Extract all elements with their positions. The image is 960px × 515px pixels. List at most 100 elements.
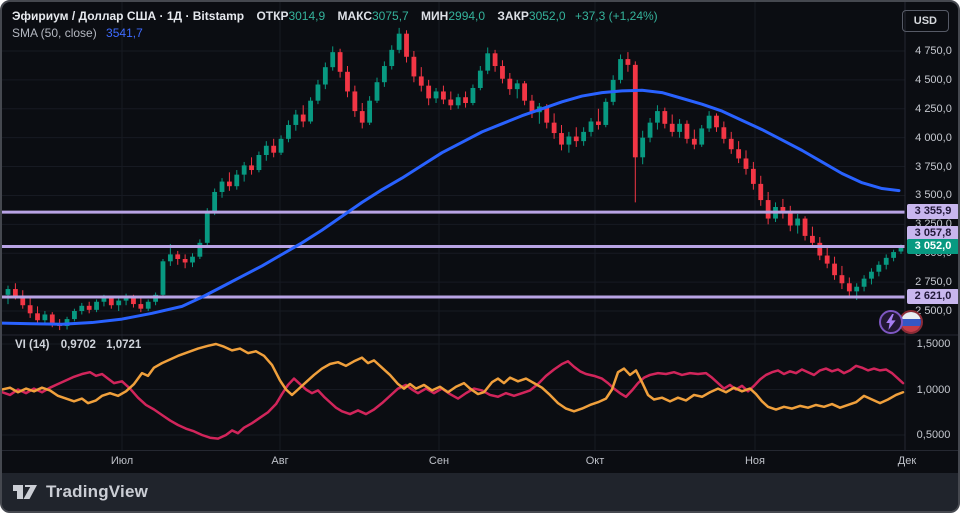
sma-label[interactable]: SMA (50, close): [12, 26, 97, 40]
vi-tick-label: 1,0000: [916, 383, 951, 396]
candle-body: [566, 136, 572, 145]
quick-action-icons: [879, 310, 927, 336]
candle-body: [212, 191, 218, 213]
candle-body: [625, 59, 631, 65]
level-price-label[interactable]: 2 621,0: [907, 289, 958, 305]
candle-body: [581, 131, 587, 142]
candle-body: [846, 283, 852, 292]
symbol-title[interactable]: Эфириум / Доллар США · 1Д · Bitstamp: [12, 9, 245, 23]
candle-body: [271, 145, 277, 153]
candle-body: [5, 289, 11, 295]
candle-body: [470, 87, 476, 103]
candle-body: [662, 111, 668, 124]
level-price-label[interactable]: 3 355,9: [907, 204, 958, 220]
bottom-brand-bar: TradingView: [2, 473, 958, 511]
candle-body: [374, 82, 380, 101]
candle-body: [300, 114, 306, 122]
candle-body: [824, 255, 830, 264]
candle-body: [204, 212, 210, 243]
candle-body: [817, 242, 823, 256]
lightning-icon[interactable]: [879, 310, 903, 334]
candle-body: [758, 183, 764, 201]
candle-body: [197, 242, 203, 257]
candle-body: [551, 122, 557, 134]
price-tick-label: 4 000,0: [915, 131, 952, 144]
candle-body: [94, 301, 99, 310]
candle-body: [411, 56, 417, 77]
candle-body: [448, 99, 454, 106]
time-tick-label: Июл: [110, 455, 134, 467]
tradingview-brand-text[interactable]: TradingView: [46, 482, 149, 501]
candle-body: [322, 67, 328, 85]
candle-body: [20, 295, 26, 306]
price-tick-label: 4 500,0: [915, 73, 952, 86]
candle-body: [418, 76, 424, 86]
candle-body: [736, 149, 742, 159]
candle-body: [810, 235, 815, 243]
candle-body: [219, 181, 225, 192]
lightning-bolt-glyph: [886, 314, 896, 330]
candle-body: [315, 84, 321, 101]
candle-body: [883, 257, 889, 265]
candle-body: [352, 91, 358, 112]
vi-tick-label: 1,5000: [916, 338, 951, 350]
candle-body: [618, 59, 623, 80]
vi-tick-label: 0,5000: [916, 429, 951, 441]
chart-legend: Эфириум / Доллар США · 1Д · Bitstamp ОТК…: [12, 9, 658, 41]
close-label: ЗАКР: [497, 9, 529, 23]
sma-line[interactable]: [2, 88, 901, 326]
candle-body: [27, 305, 33, 314]
level-price-label[interactable]: 3 057,8: [907, 225, 958, 241]
legend-sma-row[interactable]: SMA (50, close) 3541,7: [12, 26, 658, 41]
candle-body: [603, 101, 609, 125]
vi-minus-line[interactable]: [2, 360, 905, 440]
vi-label[interactable]: VI (14): [15, 339, 50, 351]
chart-plot-area[interactable]: [2, 2, 960, 474]
candle-body: [640, 137, 646, 158]
candle-body: [263, 145, 269, 155]
candle-body: [655, 111, 660, 123]
candle-body: [234, 174, 240, 187]
vi-indicator-legend[interactable]: VI (14) 0,9702 1,0721: [15, 339, 141, 351]
candle-body: [559, 133, 564, 145]
candle-body: [861, 278, 867, 287]
candle-body: [573, 136, 579, 142]
tradingview-logo-icon[interactable]: [12, 481, 38, 503]
vi-plus-line[interactable]: [2, 342, 905, 413]
candle-body: [477, 70, 483, 88]
legend-symbol-row[interactable]: Эфириум / Доллар США · 1Д · Bitstamp ОТК…: [12, 9, 658, 24]
time-axis[interactable]: Июл Авг Сен Окт Ноя Дек: [2, 450, 958, 477]
vi-plus-value: 0,9702: [60, 339, 96, 351]
candle-body: [381, 66, 387, 83]
candle-body: [123, 297, 129, 301]
candle-body: [455, 97, 461, 106]
flag-stripe-red: [901, 325, 921, 332]
candle-body: [463, 97, 468, 103]
candle-body: [389, 49, 395, 67]
candle-body: [802, 218, 808, 236]
price-axis[interactable]: 4 750,0 4 500,0 4 250,0 4 000,0 3 750,0 3 500…: [905, 2, 958, 450]
change-value: +37,3 (+1,24%): [574, 9, 658, 23]
candle-body: [492, 53, 498, 67]
time-tick-label: Сен: [428, 455, 450, 467]
candle-body: [433, 91, 439, 99]
vi-minus-value: 1,0721: [106, 339, 142, 351]
candle-body: [167, 254, 173, 262]
candle-body: [404, 33, 409, 57]
open-label: ОТКР: [256, 9, 289, 23]
time-tick-label: Ноя: [744, 455, 766, 467]
flag-stripe-blue: [901, 319, 921, 326]
candle-body: [72, 311, 77, 320]
candle-body: [743, 158, 749, 169]
candle-body: [131, 297, 136, 305]
candle-body: [647, 122, 653, 138]
currency-usd-button[interactable]: USD: [901, 10, 949, 32]
candle-body: [714, 115, 719, 128]
last-price-label: 3 052,0: [907, 239, 958, 255]
candle-body: [227, 181, 232, 187]
sma-value: 3541,7: [106, 26, 143, 40]
candle-body: [359, 111, 365, 123]
candle-body: [138, 304, 144, 309]
candle-body: [278, 138, 284, 153]
open-value: 3014,9: [288, 9, 326, 23]
